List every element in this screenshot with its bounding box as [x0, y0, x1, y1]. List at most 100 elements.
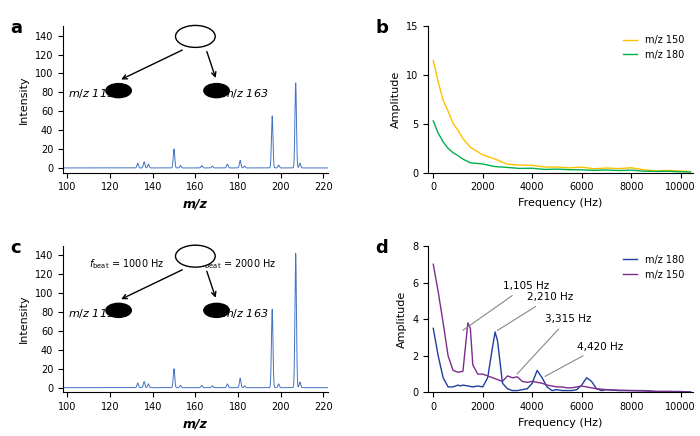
m/z 180 [474, 383, 482, 388]
Legend: m/z 180, m/z 150: m/z 180, m/z 150 [619, 251, 688, 283]
m/z 150 [449, 368, 457, 373]
Text: $f_{\rm beat}$ = 2000 Hz: $f_{\rm beat}$ = 2000 Hz [201, 257, 276, 271]
m/z 150 [590, 166, 598, 171]
m/z 150 [479, 152, 487, 157]
m/z 180 [538, 375, 546, 380]
X-axis label: Frequency (Hz): Frequency (Hz) [519, 198, 603, 208]
m/z 180 [518, 387, 526, 392]
m/z 150 [513, 374, 522, 379]
m/z 180 [439, 375, 447, 380]
m/z 180 [429, 326, 438, 331]
m/z 150 [602, 387, 610, 392]
m/z 150 [553, 384, 561, 389]
m/z 180 [652, 169, 660, 174]
X-axis label: m/z: m/z [183, 418, 208, 431]
m/z 150 [573, 384, 581, 389]
m/z 180 [676, 169, 685, 174]
m/z 150 [540, 164, 549, 170]
m/z 180 [466, 160, 475, 165]
m/z 180 [516, 166, 524, 171]
Circle shape [106, 303, 132, 317]
m/z 180 [484, 375, 492, 380]
m/z 180 [479, 384, 487, 389]
m/z 150 [498, 379, 507, 384]
Circle shape [176, 245, 215, 267]
m/z 180 [503, 386, 512, 392]
m/z 150 [639, 388, 648, 394]
m/z 150 [449, 121, 457, 126]
m/z 150 [664, 389, 673, 394]
m/z 180 [489, 344, 497, 349]
m/z 180 [468, 384, 477, 389]
Legend: m/z 150, m/z 180: m/z 150, m/z 180 [619, 31, 688, 64]
m/z 150 [429, 262, 438, 267]
m/z 150 [516, 163, 524, 168]
m/z 180 [686, 389, 694, 395]
m/z 150 [686, 169, 694, 174]
m/z 180 [491, 329, 499, 334]
m/z 150 [454, 128, 462, 133]
m/z 150 [615, 166, 623, 171]
m/z 150 [518, 379, 526, 384]
m/z 150 [639, 167, 648, 172]
m/z 180 [494, 338, 502, 344]
m/z 180 [444, 384, 452, 389]
m/z 150 [458, 136, 467, 141]
m/z 150 [686, 389, 694, 395]
Text: 1,105 Hz: 1,105 Hz [463, 281, 549, 330]
m/z 180 [568, 388, 576, 393]
m/z 180 [454, 153, 462, 158]
m/z 180 [548, 388, 556, 393]
Line: m/z 180: m/z 180 [433, 328, 690, 392]
m/z 150 [489, 375, 497, 380]
m/z 180 [439, 139, 447, 144]
m/z 180 [449, 150, 457, 155]
m/z 150 [664, 168, 673, 173]
m/z 180 [528, 381, 536, 386]
m/z 150 [508, 375, 517, 380]
Text: b: b [375, 19, 389, 37]
m/z 150 [533, 380, 541, 385]
m/z 180 [444, 146, 452, 151]
m/z 150 [463, 320, 472, 325]
m/z 150 [542, 382, 551, 388]
Line: m/z 150: m/z 150 [433, 264, 690, 392]
m/z 180 [578, 167, 586, 172]
m/z 150 [553, 164, 561, 170]
m/z 150 [491, 157, 499, 162]
m/z 150 [468, 362, 477, 368]
m/z 180 [449, 384, 457, 389]
Text: a: a [10, 19, 22, 37]
m/z 180 [639, 388, 648, 393]
m/z 150 [582, 384, 591, 389]
m/z 180 [615, 168, 623, 173]
m/z 150 [466, 326, 475, 331]
m/z 180 [627, 167, 636, 173]
m/z 180 [590, 168, 598, 173]
m/z 180 [508, 388, 517, 393]
m/z 150 [474, 371, 482, 377]
m/z 150 [458, 369, 467, 374]
m/z 180 [587, 379, 596, 384]
m/z 180 [491, 164, 499, 169]
m/z 180 [513, 388, 522, 393]
m/z 180 [553, 167, 561, 172]
Text: d: d [375, 238, 388, 256]
m/z 180 [479, 161, 487, 167]
m/z 150 [548, 383, 556, 388]
m/z 150 [528, 379, 536, 384]
m/z 180 [458, 157, 467, 162]
m/z 150 [523, 380, 531, 385]
m/z 180 [602, 167, 610, 173]
m/z 180 [615, 388, 623, 393]
Text: $m/z$ 163: $m/z$ 163 [222, 87, 268, 100]
Y-axis label: Amplitude: Amplitude [391, 71, 400, 128]
m/z 150 [627, 165, 636, 170]
m/z 180 [676, 389, 685, 394]
m/z 180 [540, 167, 549, 172]
m/z 150 [627, 388, 636, 393]
m/z 180 [553, 387, 561, 392]
m/z 150 [434, 289, 442, 294]
m/z 150 [503, 162, 512, 167]
m/z 180 [573, 387, 581, 392]
